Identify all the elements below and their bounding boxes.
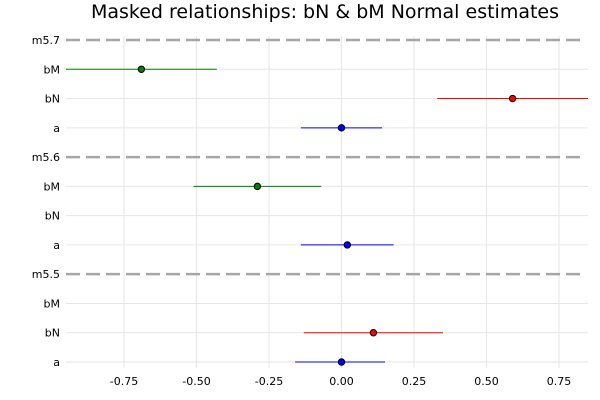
grid-layer — [66, 36, 588, 368]
chart-title: Masked relationships: bN & bM Normal est… — [91, 1, 559, 23]
estimate-m5.7-bN — [508, 94, 517, 103]
y-tick-label: bM — [44, 180, 60, 193]
x-tick-labels: -0.75 -0.50 -0.25 0.00 0.25 0.50 0.75 — [110, 375, 571, 388]
y-tick-label: bN — [45, 93, 60, 106]
x-tick-label: 0.00 — [329, 375, 354, 388]
estimate-m5.5-a — [337, 358, 346, 366]
x-tick-label: -0.75 — [110, 375, 138, 388]
y-tick-labels: a bN bM m5.5 a bN bM m5.6 a bN bM m5.7 — [32, 34, 60, 369]
estimate-m5.7-a — [337, 124, 346, 132]
estimate-m5.6-bM — [253, 182, 262, 191]
y-tick-label: a — [53, 122, 60, 135]
x-tick-label: 0.50 — [474, 375, 499, 388]
y-tick-label: a — [53, 239, 60, 252]
y-tick-label: m5.7 — [32, 34, 60, 47]
x-tick-label: 0.25 — [402, 375, 427, 388]
separator-layer — [66, 38, 586, 276]
estimate-m5.5-bN — [369, 329, 378, 337]
estimate-m5.6-a — [343, 241, 351, 249]
y-tick-label: m5.5 — [32, 268, 60, 281]
y-tick-label: bN — [45, 327, 60, 340]
y-tick-label: a — [53, 356, 60, 369]
y-tick-label: m5.6 — [32, 151, 60, 164]
y-tick-label: bM — [44, 63, 60, 76]
x-tick-label: 0.75 — [547, 375, 572, 388]
y-tick-label: bM — [44, 297, 60, 310]
estimate-m5.7-bM — [137, 65, 146, 73]
y-tick-label: bN — [45, 210, 60, 223]
x-tick-label: -0.25 — [255, 375, 283, 388]
x-tick-label: -0.50 — [182, 375, 210, 388]
point-layer — [137, 65, 517, 366]
